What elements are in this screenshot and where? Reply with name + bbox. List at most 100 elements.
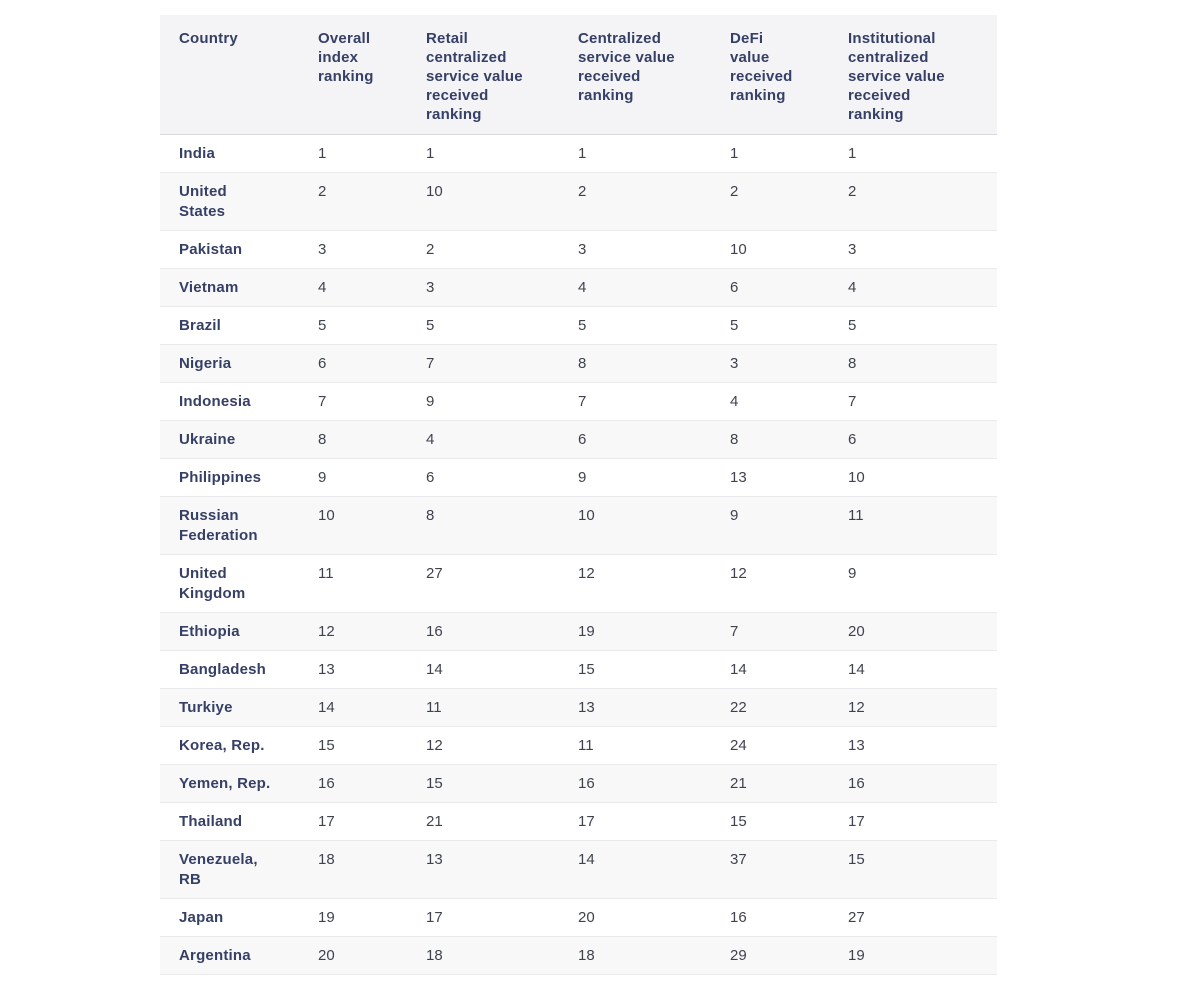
rank-cell-overall_index: 5	[318, 306, 426, 345]
rank-cell-retail_centralized: 3	[426, 268, 578, 307]
rank-cell-retail_centralized: 6	[426, 458, 578, 497]
country-cell: Turkiye	[160, 688, 318, 727]
country-cell: Korea, Rep.	[160, 726, 318, 765]
rank-cell-overall_index: 12	[318, 612, 426, 651]
rank-cell-centralized_service: 12	[578, 554, 730, 613]
rank-cell-institutional_centralized: 10	[848, 458, 997, 497]
rank-cell-retail_centralized: 15	[426, 764, 578, 803]
rank-cell-defi: 9	[730, 496, 848, 555]
country-cell: Philippines	[160, 458, 318, 497]
rank-cell-retail_centralized: 9	[426, 382, 578, 421]
table-row: United Kingdom 11 27 12 12 9	[160, 554, 997, 613]
table-row: Nigeria 6 7 8 3 8	[160, 344, 997, 383]
rank-cell-institutional_centralized: 20	[848, 612, 997, 651]
country-cell: India	[160, 134, 318, 173]
rank-cell-centralized_service: 1	[578, 134, 730, 173]
rank-cell-defi: 4	[730, 382, 848, 421]
rank-cell-retail_centralized: 5	[426, 306, 578, 345]
country-cell: Ethiopia	[160, 612, 318, 651]
country-cell: Pakistan	[160, 230, 318, 269]
country-cell: United Kingdom	[160, 554, 318, 613]
rank-cell-institutional_centralized: 13	[848, 726, 997, 765]
rank-cell-defi: 3	[730, 344, 848, 383]
rank-cell-defi: 29	[730, 936, 848, 975]
rank-cell-overall_index: 11	[318, 554, 426, 613]
table-row: Pakistan 3 2 3 10 3	[160, 230, 997, 269]
rank-cell-institutional_centralized: 15	[848, 840, 997, 899]
table-row: India 1 1 1 1 1	[160, 134, 997, 173]
rank-cell-centralized_service: 18	[578, 936, 730, 975]
rank-cell-centralized_service: 7	[578, 382, 730, 421]
table-row: Indonesia 7 9 7 4 7	[160, 382, 997, 421]
ranking-table-container: Country Overall index ranking Retail centr…	[160, 15, 997, 975]
country-cell: Venezuela, RB	[160, 840, 318, 899]
rank-cell-centralized_service: 20	[578, 898, 730, 937]
rank-cell-overall_index: 20	[318, 936, 426, 975]
rank-cell-retail_centralized: 27	[426, 554, 578, 613]
table-header: Country Overall index ranking Retail centr…	[160, 15, 997, 135]
column-header-centralized_service: Centralized service value received ranki…	[578, 15, 730, 135]
country-cell: Indonesia	[160, 382, 318, 421]
country-cell: Ukraine	[160, 420, 318, 459]
rank-cell-centralized_service: 11	[578, 726, 730, 765]
rank-cell-overall_index: 3	[318, 230, 426, 269]
rank-cell-overall_index: 6	[318, 344, 426, 383]
rank-cell-centralized_service: 9	[578, 458, 730, 497]
rank-cell-overall_index: 19	[318, 898, 426, 937]
rank-cell-centralized_service: 19	[578, 612, 730, 651]
rank-cell-retail_centralized: 8	[426, 496, 578, 555]
rank-cell-defi: 13	[730, 458, 848, 497]
column-header-retail_centralized: Retail centralized service value receive…	[426, 15, 578, 135]
rank-cell-institutional_centralized: 7	[848, 382, 997, 421]
rank-cell-overall_index: 15	[318, 726, 426, 765]
country-cell: Bangladesh	[160, 650, 318, 689]
rank-cell-centralized_service: 17	[578, 802, 730, 841]
rank-cell-institutional_centralized: 1	[848, 134, 997, 173]
rank-cell-centralized_service: 10	[578, 496, 730, 555]
rank-cell-defi: 1	[730, 134, 848, 173]
rank-cell-defi: 15	[730, 802, 848, 841]
rank-cell-defi: 22	[730, 688, 848, 727]
rank-cell-retail_centralized: 16	[426, 612, 578, 651]
rank-cell-defi: 12	[730, 554, 848, 613]
rank-cell-institutional_centralized: 6	[848, 420, 997, 459]
rank-cell-retail_centralized: 12	[426, 726, 578, 765]
column-header-overall_index: Overall index ranking	[318, 15, 426, 135]
rank-cell-institutional_centralized: 12	[848, 688, 997, 727]
rank-cell-retail_centralized: 18	[426, 936, 578, 975]
rank-cell-institutional_centralized: 5	[848, 306, 997, 345]
rank-cell-retail_centralized: 17	[426, 898, 578, 937]
rank-cell-institutional_centralized: 2	[848, 172, 997, 231]
rank-cell-institutional_centralized: 11	[848, 496, 997, 555]
rank-cell-retail_centralized: 11	[426, 688, 578, 727]
rank-cell-defi: 6	[730, 268, 848, 307]
rank-cell-institutional_centralized: 8	[848, 344, 997, 383]
rank-cell-defi: 24	[730, 726, 848, 765]
rank-cell-institutional_centralized: 27	[848, 898, 997, 937]
rank-cell-overall_index: 18	[318, 840, 426, 899]
rank-cell-defi: 37	[730, 840, 848, 899]
rank-cell-centralized_service: 13	[578, 688, 730, 727]
rank-cell-institutional_centralized: 9	[848, 554, 997, 613]
rank-cell-retail_centralized: 14	[426, 650, 578, 689]
rank-cell-defi: 14	[730, 650, 848, 689]
rank-cell-centralized_service: 5	[578, 306, 730, 345]
crypto-adoption-ranking-table: Country Overall index ranking Retail centr…	[160, 15, 997, 975]
country-cell: Vietnam	[160, 268, 318, 307]
rank-cell-retail_centralized: 13	[426, 840, 578, 899]
rank-cell-retail_centralized: 21	[426, 802, 578, 841]
rank-cell-defi: 16	[730, 898, 848, 937]
table-row: Korea, Rep. 15 12 11 24 13	[160, 726, 997, 765]
table-header-row: Country Overall index ranking Retail centr…	[160, 15, 997, 135]
rank-cell-centralized_service: 16	[578, 764, 730, 803]
rank-cell-overall_index: 9	[318, 458, 426, 497]
table-row: Russian Federation 10 8 10 9 11	[160, 496, 997, 555]
table-row: Japan 19 17 20 16 27	[160, 898, 997, 937]
rank-cell-defi: 10	[730, 230, 848, 269]
table-row: United States 2 10 2 2 2	[160, 172, 997, 231]
table-row: Brazil 5 5 5 5 5	[160, 306, 997, 345]
country-cell: Brazil	[160, 306, 318, 345]
rank-cell-overall_index: 10	[318, 496, 426, 555]
table-body: India 1 1 1 1 1 United States 2 10 2 2 2 Pakistan 3 2 3…	[160, 134, 997, 975]
table-row: Ukraine 8 4 6 8 6	[160, 420, 997, 459]
